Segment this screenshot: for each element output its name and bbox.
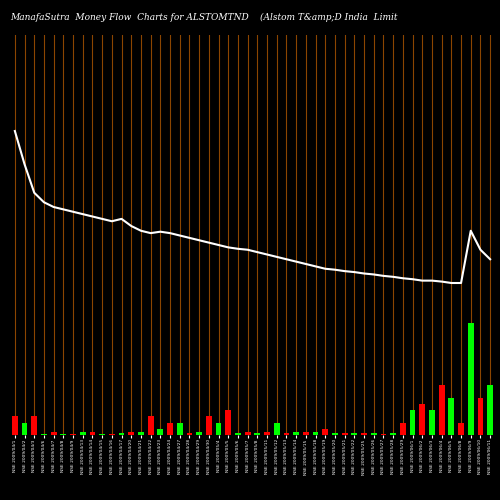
Bar: [50, 432, 56, 435]
Bar: [90, 432, 96, 435]
Bar: [361, 433, 367, 435]
Bar: [235, 433, 241, 435]
Bar: [186, 433, 192, 435]
Bar: [448, 398, 454, 435]
Bar: [60, 434, 66, 435]
Bar: [274, 422, 280, 435]
Bar: [312, 432, 318, 435]
Bar: [342, 433, 347, 435]
Bar: [206, 416, 212, 435]
Bar: [128, 432, 134, 435]
Bar: [99, 434, 105, 435]
Bar: [371, 433, 376, 435]
Bar: [390, 433, 396, 435]
Text: ManafaSutra  Money Flow  Charts for ALSTOMTND: ManafaSutra Money Flow Charts for ALSTOM…: [10, 12, 249, 22]
Bar: [148, 416, 154, 435]
Bar: [167, 422, 173, 435]
Bar: [177, 422, 182, 435]
Bar: [22, 422, 28, 435]
Bar: [12, 416, 18, 435]
Bar: [420, 404, 425, 435]
Bar: [303, 432, 309, 435]
Bar: [410, 410, 416, 435]
Bar: [80, 432, 86, 435]
Bar: [216, 422, 222, 435]
Bar: [32, 416, 37, 435]
Bar: [118, 433, 124, 435]
Bar: [264, 432, 270, 435]
Bar: [429, 410, 435, 435]
Bar: [332, 433, 338, 435]
Bar: [70, 434, 76, 435]
Bar: [458, 422, 464, 435]
Bar: [226, 410, 231, 435]
Bar: [41, 434, 47, 435]
Bar: [138, 432, 144, 435]
Bar: [254, 433, 260, 435]
Bar: [380, 434, 386, 435]
Text: (Alstom T&amp;D India  Limit: (Alstom T&amp;D India Limit: [260, 12, 398, 22]
Bar: [438, 385, 444, 435]
Bar: [478, 398, 484, 435]
Bar: [322, 429, 328, 435]
Bar: [400, 422, 406, 435]
Bar: [196, 432, 202, 435]
Bar: [284, 433, 290, 435]
Bar: [352, 433, 358, 435]
Bar: [293, 432, 299, 435]
Bar: [244, 432, 250, 435]
Bar: [468, 323, 473, 435]
Bar: [158, 429, 164, 435]
Bar: [109, 434, 115, 435]
Bar: [487, 385, 493, 435]
